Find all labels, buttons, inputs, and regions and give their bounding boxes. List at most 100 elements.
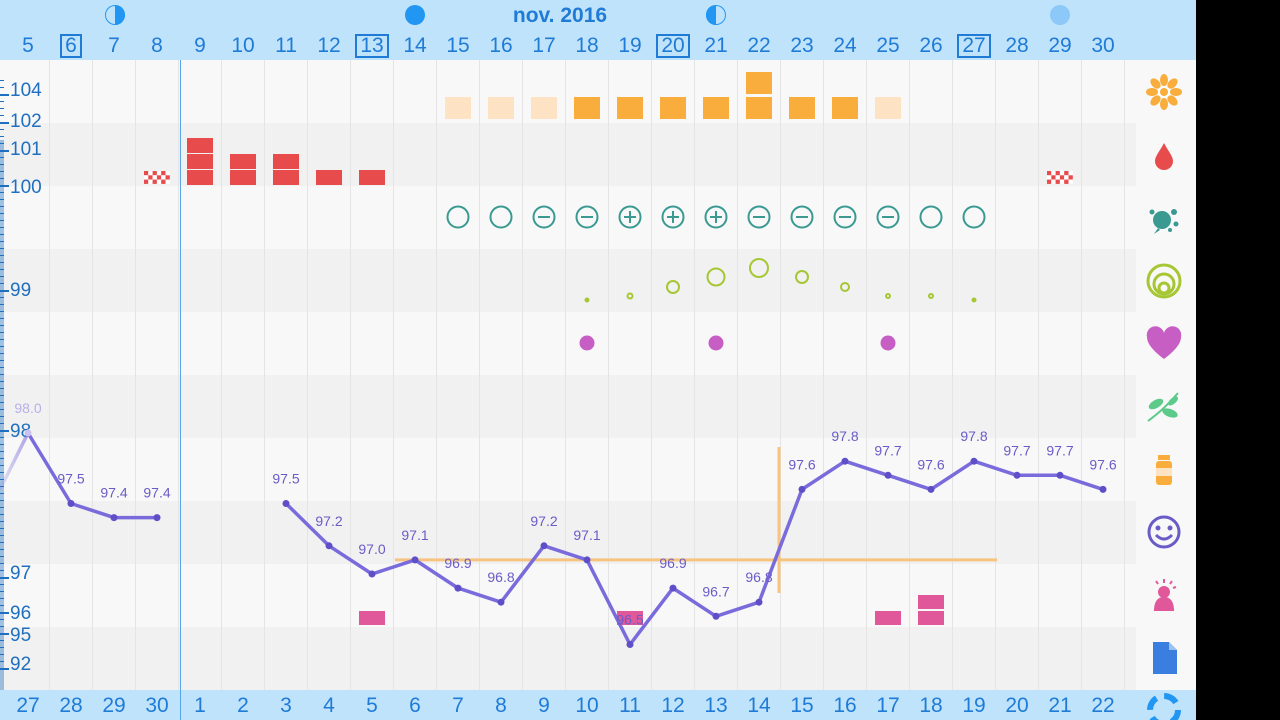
header-day[interactable]: 14	[395, 34, 435, 58]
y-axis: 104 102 101 100 99 98 97 96 95 92	[0, 60, 60, 720]
header-day[interactable]: 10	[223, 34, 263, 58]
rings-icon[interactable]	[1144, 261, 1184, 301]
temperature-point[interactable]	[841, 457, 849, 465]
header-day[interactable]: 6	[51, 34, 91, 58]
header-day[interactable]: 20	[653, 34, 693, 58]
cycle-day[interactable]: 2	[237, 694, 249, 717]
cycle-day[interactable]: 13	[704, 694, 728, 717]
header-day[interactable]: 9	[180, 34, 220, 58]
header-day[interactable]: 21	[696, 34, 736, 58]
cycle-day[interactable]: 22	[1091, 694, 1115, 717]
header-day[interactable]: 24	[825, 34, 865, 58]
temperature-point[interactable]	[626, 641, 634, 648]
cycle-day[interactable]: 4	[323, 694, 335, 717]
temperature-point[interactable]	[1056, 471, 1064, 479]
header-day[interactable]: 23	[782, 34, 822, 58]
header-day[interactable]: 12	[309, 34, 349, 58]
temperature-point[interactable]	[884, 471, 892, 479]
lifebuoy-icon[interactable]	[1144, 690, 1184, 720]
y-axis-label: 99	[10, 280, 32, 301]
header-day[interactable]: 25	[868, 34, 908, 58]
temperature-point[interactable]	[1099, 485, 1107, 493]
cycle-day[interactable]: 12	[661, 694, 685, 717]
header-day[interactable]: 17	[524, 34, 564, 58]
temperature-point[interactable]	[153, 514, 161, 522]
axis-tick	[0, 122, 9, 124]
temperature-point[interactable]	[1013, 471, 1021, 479]
cycle-day[interactable]: 19	[962, 694, 986, 717]
axis-tick	[0, 80, 4, 81]
cycle-day[interactable]: 6	[409, 694, 421, 717]
temperature-point[interactable]	[669, 584, 677, 592]
header-day[interactable]: 30	[1083, 34, 1123, 58]
header-day[interactable]: 13	[352, 34, 392, 58]
temperature-point[interactable]	[110, 514, 118, 522]
temperature-point[interactable]	[540, 542, 548, 550]
header-day[interactable]: 28	[997, 34, 1037, 58]
cycle-day[interactable]: 18	[919, 694, 943, 717]
header-day[interactable]: 22	[739, 34, 779, 58]
cycle-day[interactable]: 21	[1048, 694, 1072, 717]
cycle-day[interactable]: 7	[452, 694, 464, 717]
cycle-day[interactable]: 15	[790, 694, 814, 717]
header-day[interactable]: 11	[266, 34, 306, 58]
axis-tick	[0, 549, 4, 550]
splash-icon[interactable]	[1144, 198, 1184, 238]
cycle-day[interactable]: 28	[59, 694, 83, 717]
smiley-icon[interactable]	[1144, 512, 1184, 552]
day-gridline	[264, 60, 265, 690]
day-gridline	[307, 60, 308, 690]
header-day[interactable]: 8	[137, 34, 177, 58]
cycle-day[interactable]: 9	[538, 694, 550, 717]
document-icon[interactable]	[1144, 638, 1184, 678]
temperature-point[interactable]	[755, 598, 763, 606]
cycle-day[interactable]: 30	[145, 694, 169, 717]
temperature-point[interactable]	[712, 612, 720, 620]
header-day[interactable]: 29	[1040, 34, 1080, 58]
drop-icon[interactable]	[1144, 135, 1184, 175]
mucus-mark	[575, 205, 599, 229]
cycle-day[interactable]: 14	[747, 694, 771, 717]
cycle-day[interactable]: 8	[495, 694, 507, 717]
leaf-icon[interactable]	[1144, 387, 1184, 427]
cycle-day[interactable]: 27	[16, 694, 40, 717]
mucus-mark	[747, 205, 771, 229]
cycle-day[interactable]: 1	[194, 694, 206, 717]
day-gridline	[178, 60, 179, 690]
temperature-point[interactable]	[970, 457, 978, 465]
temperature-point[interactable]	[325, 542, 333, 550]
header-day[interactable]: 16	[481, 34, 521, 58]
cycle-day[interactable]: 3	[280, 694, 292, 717]
row-band	[0, 627, 1136, 690]
temperature-point[interactable]	[282, 500, 290, 507]
temperature-point[interactable]	[454, 584, 462, 592]
cycle-day[interactable]: 16	[833, 694, 857, 717]
cycle-day[interactable]: 17	[876, 694, 900, 717]
temperature-point[interactable]	[67, 500, 75, 507]
temperature-point[interactable]	[927, 485, 935, 493]
header-day[interactable]: 26	[911, 34, 951, 58]
temperature-point[interactable]	[583, 556, 591, 564]
cycle-day[interactable]: 29	[102, 694, 126, 717]
temperature-point[interactable]	[497, 598, 505, 606]
woman-pain-icon[interactable]	[1144, 575, 1184, 615]
cycle-day[interactable]: 10	[575, 694, 599, 717]
temperature-point[interactable]	[798, 485, 806, 493]
header-day[interactable]: 15	[438, 34, 478, 58]
temperature-point[interactable]	[24, 429, 32, 437]
header-day[interactable]: 7	[94, 34, 134, 58]
sun-icon[interactable]	[1144, 72, 1184, 112]
axis-tick	[0, 409, 4, 410]
temperature-point[interactable]	[368, 570, 376, 578]
temperature-point[interactable]	[411, 556, 419, 564]
cycle-day[interactable]: 11	[619, 694, 641, 717]
header-day[interactable]: 19	[610, 34, 650, 58]
header-day[interactable]: 5	[8, 34, 48, 58]
heart-icon[interactable]	[1144, 324, 1184, 364]
symptom-mark	[617, 611, 643, 625]
header-day[interactable]: 27	[954, 34, 994, 58]
cycle-day[interactable]: 20	[1005, 694, 1029, 717]
pill-bottle-icon[interactable]	[1144, 450, 1184, 490]
header-day[interactable]: 18	[567, 34, 607, 58]
cycle-day[interactable]: 5	[366, 694, 378, 717]
